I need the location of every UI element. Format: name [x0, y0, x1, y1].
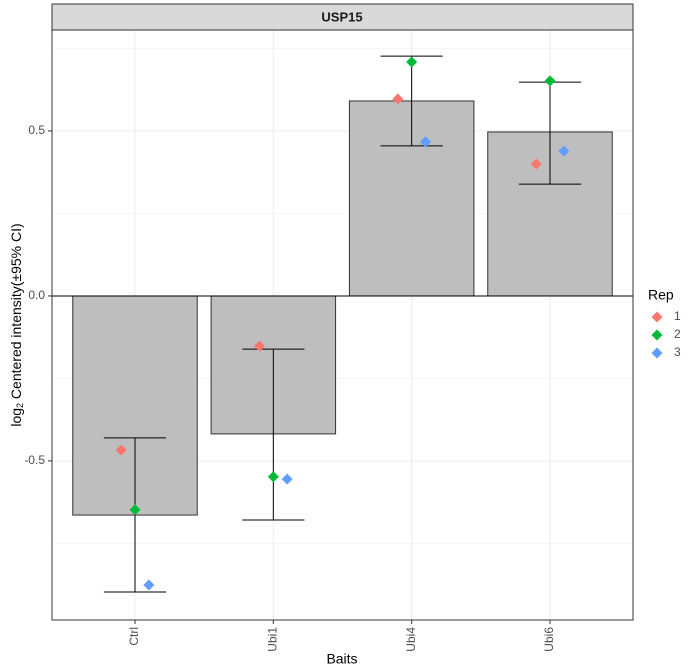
- legend-label: 1: [674, 309, 681, 323]
- legend-key: [651, 311, 663, 323]
- point: [392, 93, 404, 105]
- x-axis-label: Baits: [326, 651, 357, 667]
- point: [143, 579, 155, 591]
- y-axis-label: log2 Centered intensity(±95% CI): [8, 223, 26, 426]
- point: [558, 145, 570, 157]
- point: [420, 136, 431, 148]
- y-label-text: log: [8, 408, 24, 427]
- point: [530, 158, 542, 170]
- x-tick-label: Ubi6: [542, 627, 556, 652]
- y-label-text: Centered intensity(±95% CI): [8, 223, 24, 403]
- point: [544, 75, 556, 87]
- point: [115, 444, 127, 456]
- legend-key: [651, 329, 663, 341]
- legend-label: 3: [674, 345, 681, 359]
- chart-title: USP15: [321, 9, 362, 24]
- x-tick-label: Ubi1: [266, 627, 280, 652]
- strip: [51, 3, 634, 31]
- y-label-sub: 2: [15, 403, 25, 408]
- legend-title: Rep: [648, 287, 674, 303]
- point: [267, 471, 279, 483]
- point: [254, 340, 265, 352]
- point: [129, 504, 141, 516]
- y-tick-label: 0.0: [28, 288, 45, 302]
- x-tick-label: Ubi4: [404, 627, 418, 652]
- x-tick-label: Ctrl: [127, 627, 141, 646]
- point: [406, 56, 418, 68]
- point: [281, 473, 293, 485]
- y-tick-label: -0.5: [24, 453, 45, 467]
- legend-key: [651, 347, 663, 359]
- legend-label: 2: [674, 327, 681, 341]
- y-tick-label: 0.5: [28, 123, 45, 137]
